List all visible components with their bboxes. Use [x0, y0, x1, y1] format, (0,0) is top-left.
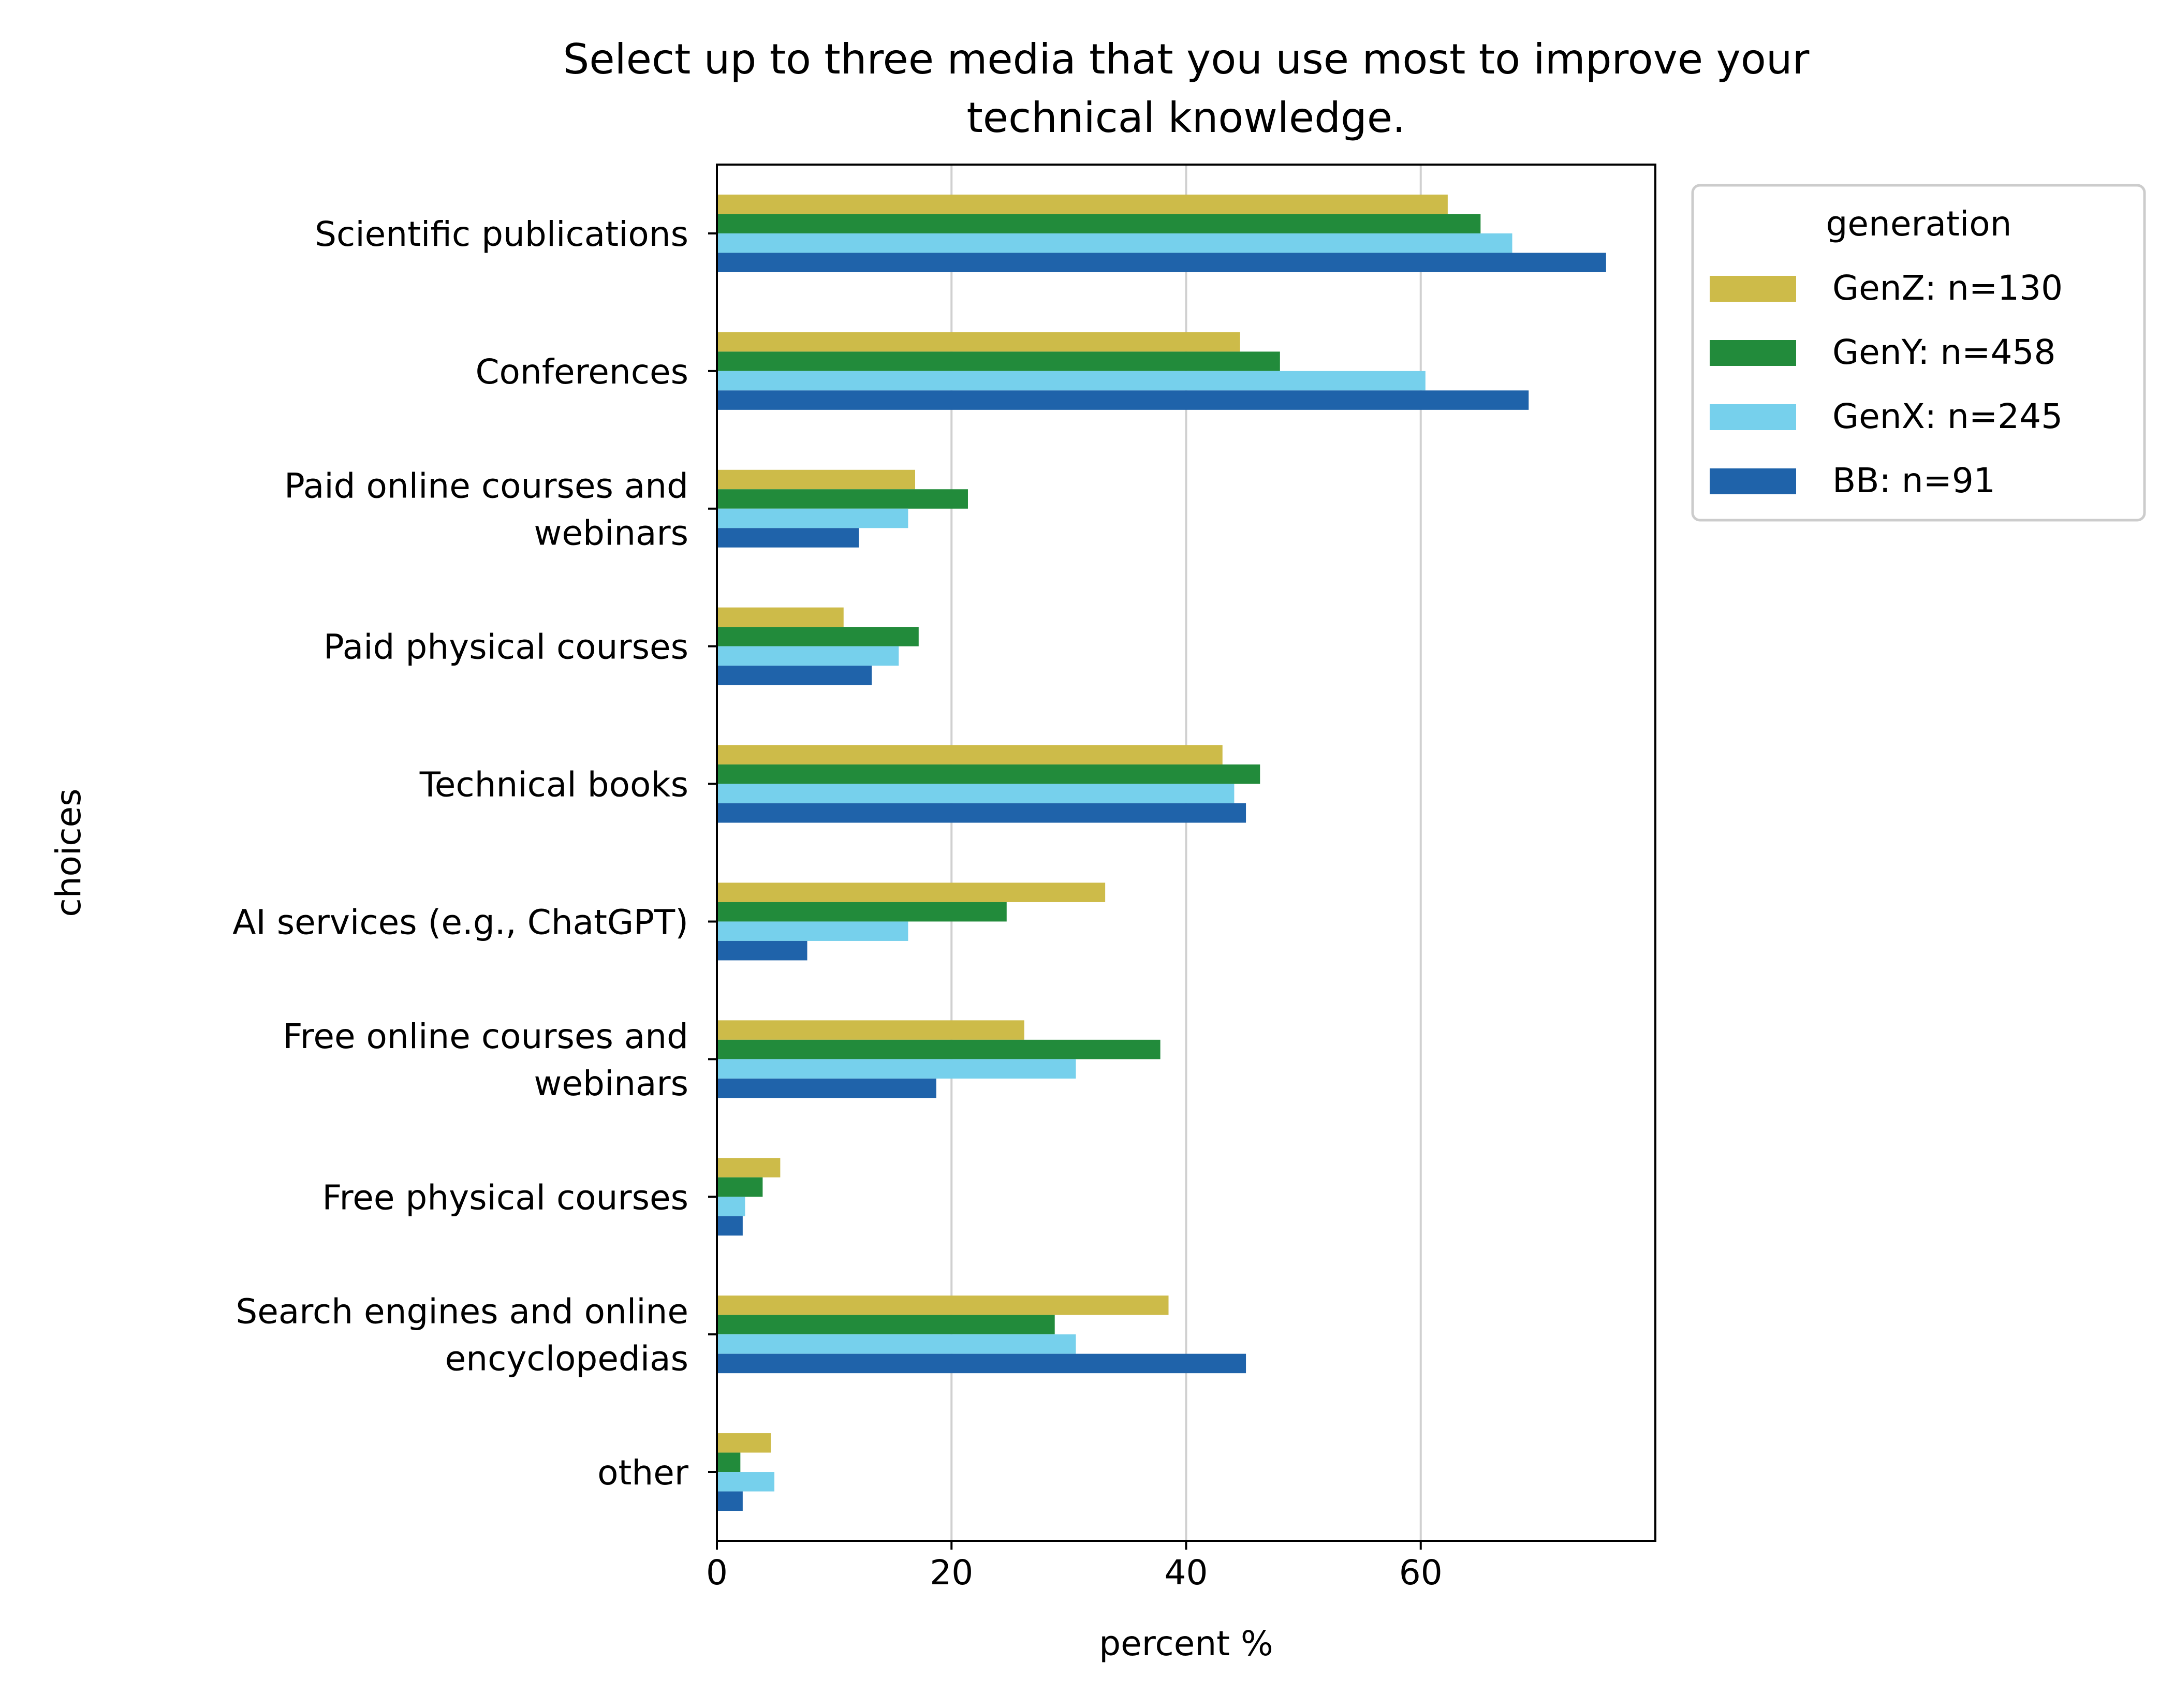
bar — [717, 940, 807, 961]
y-axis: Scientific publications Conferences Paid o… — [232, 214, 717, 1493]
bar — [717, 1472, 775, 1492]
bar — [717, 745, 1223, 765]
y-tick-label: AI services (e.g., ChatGPT) — [232, 902, 688, 942]
chart-title-line: technical knowledge. — [967, 94, 1406, 142]
bar — [717, 902, 1007, 922]
legend-title: generation — [1826, 204, 2012, 244]
legend-label: GenX: n=245 — [1832, 396, 2063, 436]
y-tick-label: webinars — [534, 513, 688, 553]
y-tick-label: Conferences — [475, 352, 688, 392]
bar — [717, 607, 844, 627]
x-axis-label: percent % — [1099, 1624, 1273, 1663]
legend-swatch — [1710, 468, 1796, 494]
bar — [717, 1177, 763, 1197]
bar — [717, 1216, 743, 1236]
y-tick-label: Paid online courses and — [284, 466, 688, 506]
bar — [717, 1315, 1055, 1335]
bar — [717, 194, 1448, 214]
bar — [717, 1491, 743, 1511]
bar — [717, 469, 915, 490]
x-axis: 0 20 40 60 — [706, 1541, 1443, 1593]
bar — [717, 882, 1106, 902]
bar — [717, 646, 899, 666]
bar — [717, 253, 1606, 272]
x-tick-label: 60 — [1399, 1553, 1443, 1593]
bar — [717, 390, 1529, 410]
bar — [717, 1295, 1169, 1315]
x-tick-label: 40 — [1165, 1553, 1208, 1593]
y-tick-label: Technical books — [419, 765, 688, 805]
y-axis-label: choices — [49, 788, 89, 917]
legend-label: BB: n=91 — [1832, 461, 1995, 500]
x-tick-label: 20 — [930, 1553, 973, 1593]
bar — [717, 1197, 745, 1216]
bar — [717, 1158, 781, 1177]
y-tick-label: webinars — [534, 1064, 688, 1103]
legend-swatch — [1710, 404, 1796, 430]
bar — [717, 921, 908, 941]
bars — [717, 194, 1606, 1511]
bar — [717, 1020, 1024, 1040]
y-tick-label: Search engines and online — [236, 1292, 688, 1332]
bar — [717, 332, 1240, 352]
bar — [717, 1433, 771, 1453]
bar — [717, 784, 1235, 804]
legend: generation GenZ: n=130 GenY: n=458 GenX: n=… — [1691, 184, 2146, 522]
legend-frame — [1691, 184, 2146, 522]
chart-title: Select up to three media that you use mo… — [563, 35, 1810, 142]
bar — [717, 489, 968, 509]
y-tick-label: Paid physical courses — [324, 627, 688, 667]
bar — [717, 528, 859, 548]
y-tick-label: Free online courses and — [283, 1017, 689, 1056]
bar — [717, 1059, 1076, 1079]
bar — [717, 803, 1246, 823]
bar — [717, 1039, 1161, 1059]
y-tick-label: Free physical courses — [322, 1177, 688, 1217]
bar — [717, 214, 1481, 233]
bar — [717, 666, 872, 685]
bar — [717, 1353, 1246, 1374]
bar — [717, 233, 1512, 253]
bar — [717, 1452, 741, 1473]
legend-label: GenZ: n=130 — [1832, 268, 2063, 308]
legend-swatch — [1710, 340, 1796, 366]
bar — [717, 1078, 936, 1098]
bar — [717, 351, 1280, 371]
chart-title-line: Select up to three media that you use mo… — [563, 35, 1810, 83]
bar — [717, 1334, 1076, 1354]
legend-label: GenY: n=458 — [1832, 332, 2055, 372]
bar — [717, 764, 1260, 784]
bar — [717, 627, 919, 646]
legend-swatch — [1710, 276, 1796, 302]
y-tick-label: other — [597, 1453, 689, 1493]
y-tick-label: Scientific publications — [315, 214, 688, 254]
x-tick-label: 0 — [706, 1553, 728, 1593]
y-tick-label: encyclopedias — [445, 1339, 688, 1379]
bar — [717, 508, 908, 528]
bar — [717, 371, 1426, 391]
